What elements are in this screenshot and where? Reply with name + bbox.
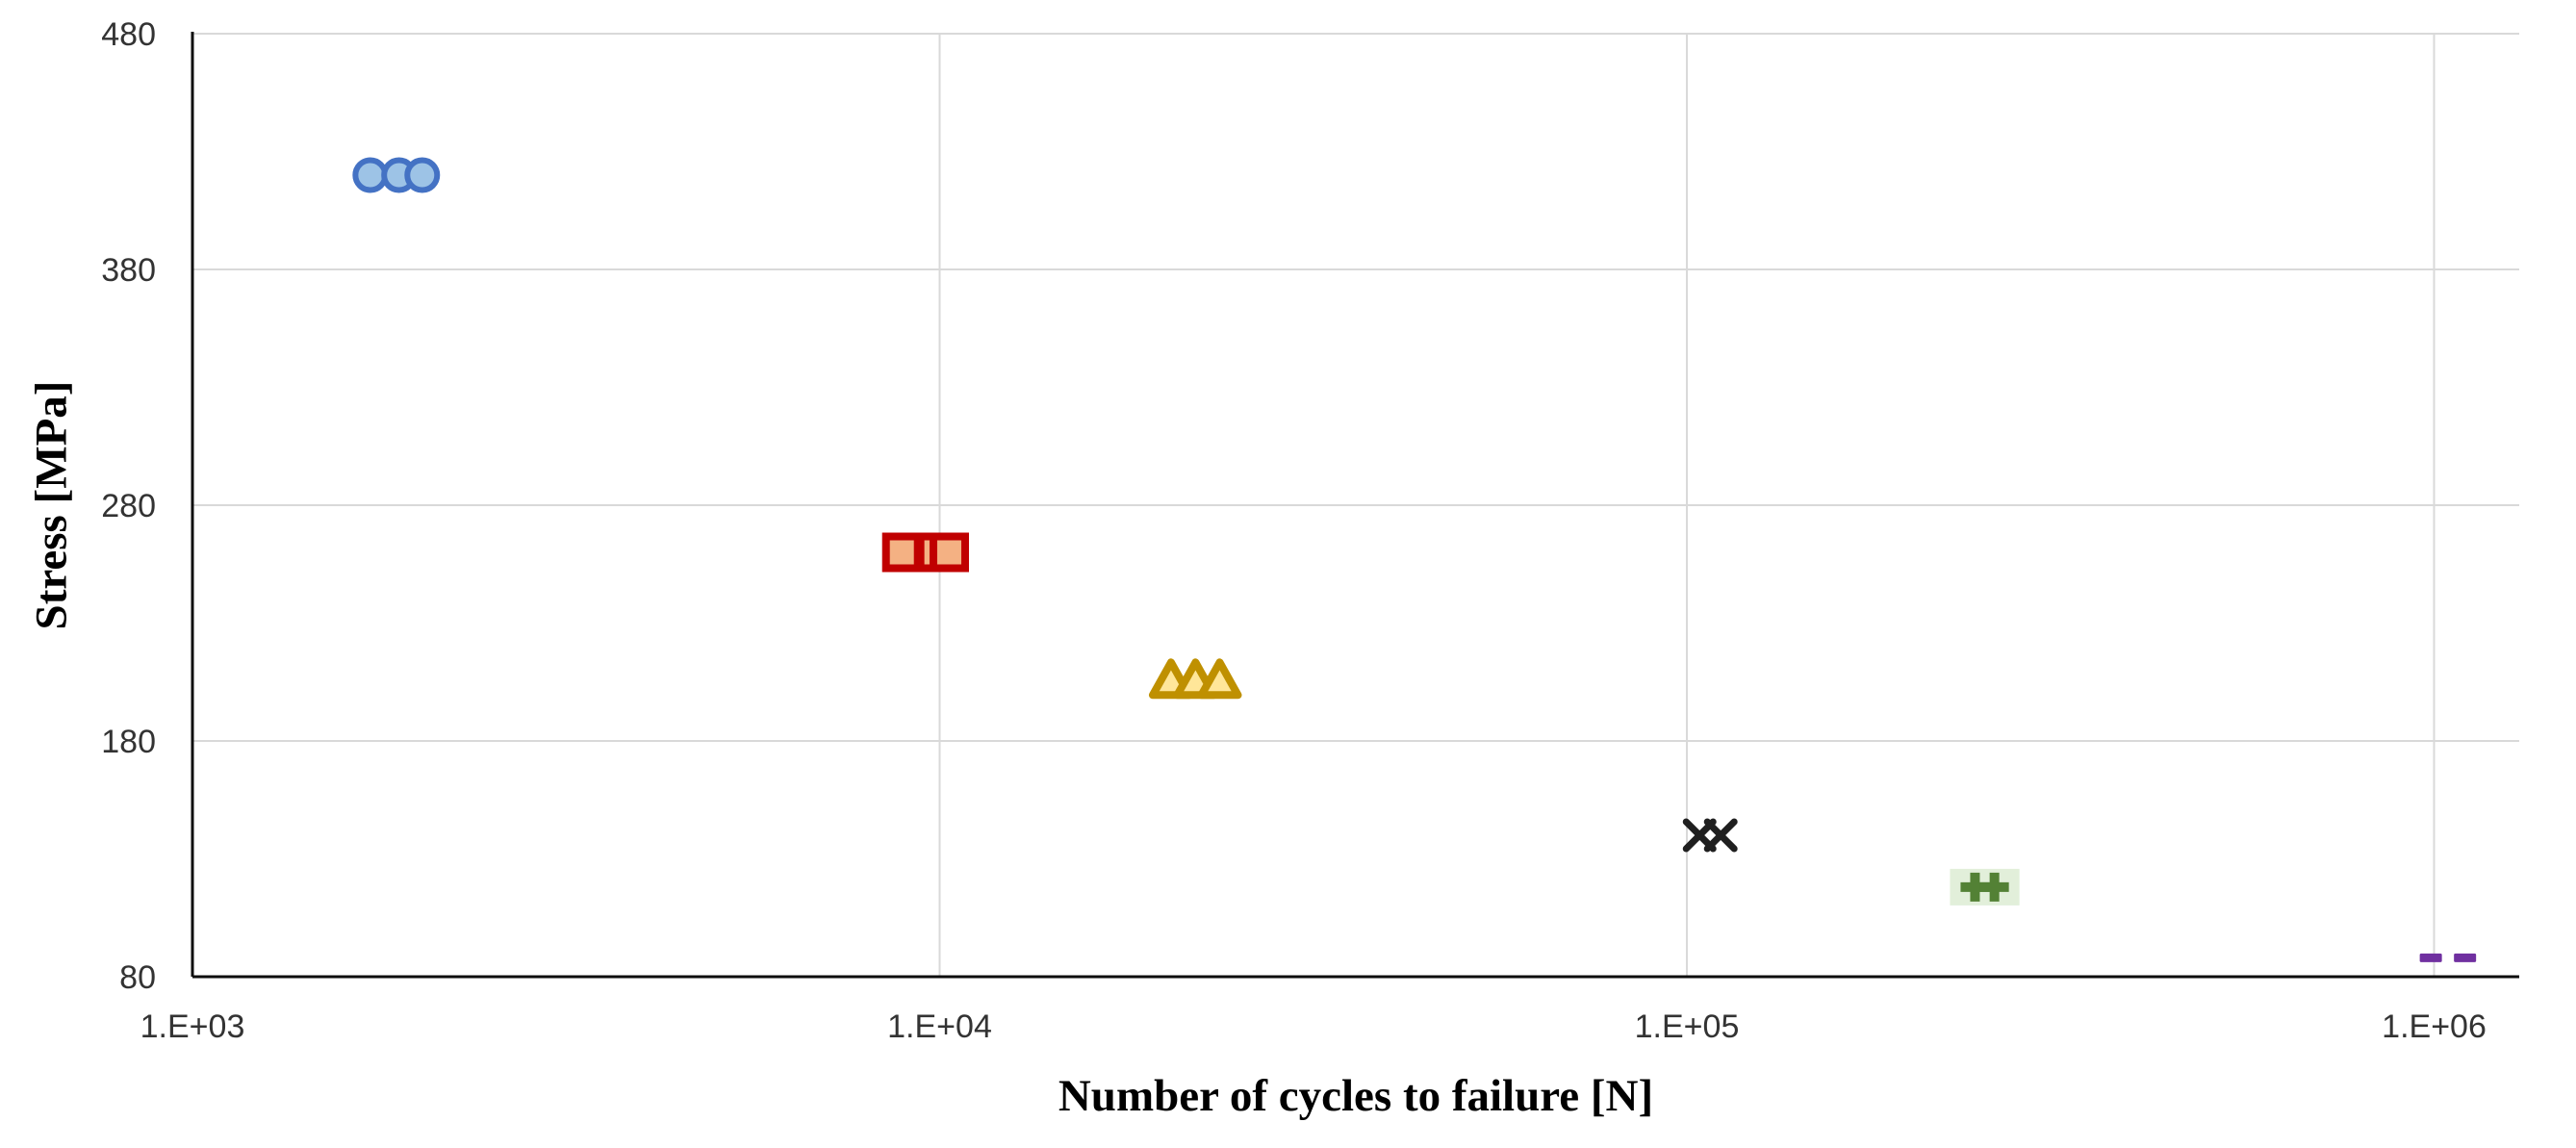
y-tick-label: 280: [101, 488, 156, 524]
y-axis-title: Stress [MPa]: [26, 380, 77, 630]
x-axis-title: Number of cycles to failure [N]: [1058, 1071, 1654, 1121]
x-tick-label: 1.E+03: [140, 1008, 245, 1045]
data-point-dash: [2419, 953, 2442, 962]
data-point-dash: [2454, 953, 2477, 962]
y-tick-label: 180: [101, 724, 156, 760]
y-tick-label: 380: [101, 252, 156, 289]
x-tick-label: 1.E+05: [1635, 1008, 1740, 1045]
x-tick-label: 1.E+06: [2382, 1008, 2487, 1045]
data-point-square: [929, 532, 969, 573]
y-tick-label: 80: [119, 959, 156, 996]
data-point-circle: [404, 157, 441, 193]
data-point-plus: [1979, 872, 2009, 902]
y-tick-label: 480: [101, 16, 156, 53]
data-point-triangle: [1197, 658, 1242, 700]
data-point-circle: [352, 157, 389, 193]
data-point-x: [1703, 818, 1738, 853]
x-tick-label: 1.E+04: [887, 1008, 992, 1045]
data-point-square: [881, 532, 922, 573]
